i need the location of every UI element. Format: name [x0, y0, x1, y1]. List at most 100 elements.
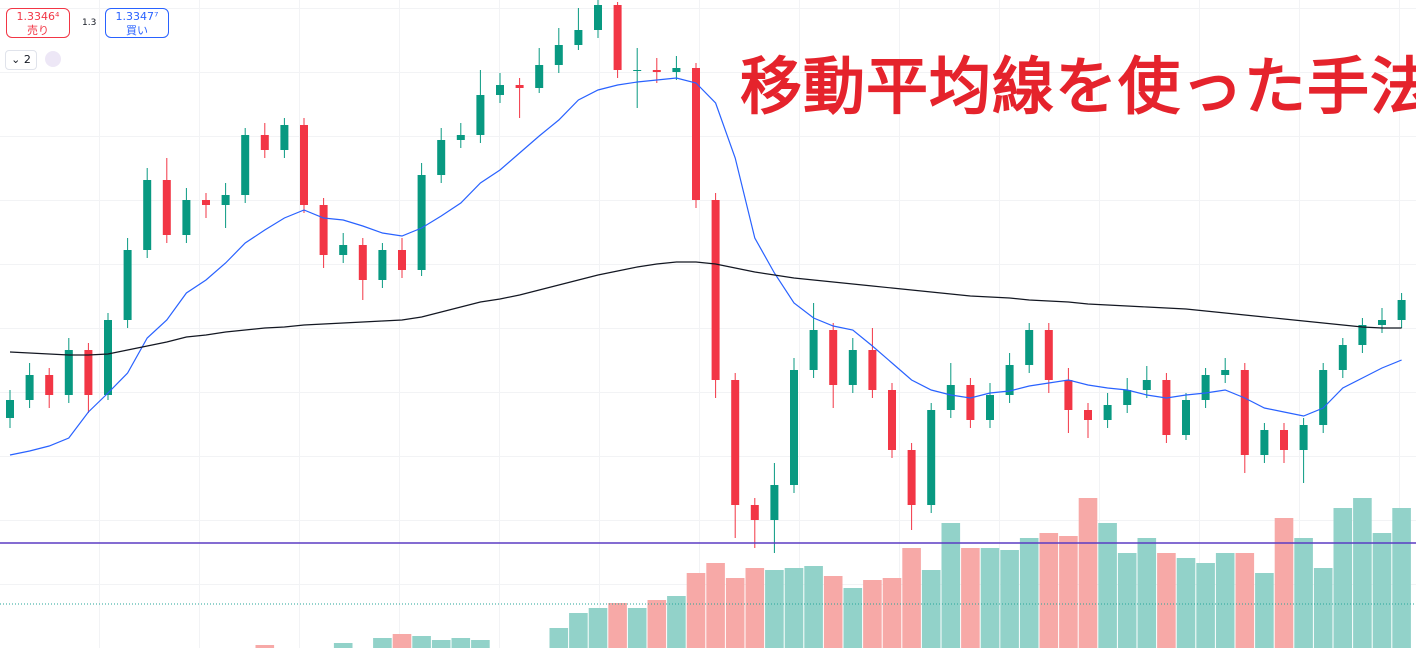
volume-bar — [980, 548, 1000, 648]
candle-body — [123, 250, 132, 320]
candle-body — [848, 350, 857, 385]
candle-body — [280, 125, 289, 150]
volume-bar — [431, 640, 451, 648]
candle-body — [1299, 425, 1308, 450]
candle-body — [1025, 330, 1034, 365]
volume-bar — [823, 576, 843, 648]
volume-bar — [1372, 533, 1392, 648]
candle-body — [319, 205, 328, 255]
sell-label: 売り — [27, 24, 49, 37]
candle-body — [1240, 370, 1249, 455]
candle-body — [260, 135, 269, 150]
candle-body — [731, 380, 740, 505]
candle-body — [1358, 325, 1367, 345]
volume-bar — [647, 600, 667, 648]
volume-bar — [1235, 553, 1255, 648]
volume-bar — [471, 640, 490, 648]
candle-body — [692, 68, 700, 200]
volume-bar — [1196, 563, 1215, 648]
volume-bar — [1255, 573, 1274, 648]
volume-bar — [1333, 508, 1353, 648]
candle-body — [868, 350, 877, 390]
volume-bar — [1078, 498, 1098, 648]
candle-body — [829, 330, 838, 385]
buy-button[interactable]: 1.3347⁷ 買い — [105, 8, 169, 38]
candle-body — [613, 5, 622, 70]
candle-body — [104, 320, 112, 395]
candle-body — [1084, 410, 1092, 420]
candle-body — [45, 375, 54, 395]
volume-bar — [941, 523, 961, 648]
volume-bar — [667, 596, 686, 648]
volume-bar — [1039, 533, 1059, 648]
volume-bar — [882, 578, 902, 648]
volume-bar — [373, 638, 392, 648]
volume-bar — [765, 570, 784, 648]
candle-body — [378, 250, 387, 280]
candle-body — [398, 250, 406, 270]
volume-bar — [451, 638, 471, 648]
volume-bar — [725, 578, 745, 648]
volume-bar — [1215, 553, 1235, 648]
volume-bar — [1098, 523, 1117, 648]
candle-body — [1162, 380, 1171, 435]
moving-average — [9, 261, 1402, 356]
candle-body — [535, 65, 544, 88]
candle-body — [1201, 375, 1210, 400]
candle-body — [1378, 320, 1386, 325]
volume-bar — [1294, 538, 1313, 648]
candle-body — [162, 180, 171, 235]
volume-bar — [569, 613, 588, 648]
volume-bar — [333, 643, 353, 648]
candle-body — [1319, 370, 1328, 425]
volume-bar — [921, 570, 941, 648]
candle-body — [515, 85, 524, 88]
candle-body — [437, 140, 446, 175]
candle-body — [809, 330, 818, 370]
volume-bar — [1000, 550, 1019, 648]
candle-body — [672, 68, 681, 72]
candle-body — [1123, 390, 1132, 405]
spread: 1.3 — [82, 18, 97, 28]
candle-body — [1397, 300, 1406, 320]
quantity[interactable]: ⌄ 2 — [5, 50, 37, 70]
volume-bar — [843, 588, 863, 648]
candle-body — [888, 390, 896, 450]
candle-body — [339, 245, 348, 255]
volume-bar — [902, 548, 921, 648]
volume-bar — [961, 548, 980, 648]
candle-body — [946, 385, 955, 410]
volume-bar — [1019, 538, 1039, 648]
candle-body — [6, 400, 14, 418]
volume-bar — [1157, 553, 1176, 648]
volume-bar — [392, 634, 412, 648]
candle-body — [1103, 405, 1112, 420]
volume-bar — [745, 568, 765, 648]
candle-body — [770, 485, 779, 520]
candle-body — [1005, 365, 1014, 395]
volume-bar — [608, 603, 627, 648]
moving-average — [9, 77, 1402, 456]
volume-bar — [804, 566, 823, 648]
volume-bar — [686, 573, 706, 648]
volume-bar — [1274, 518, 1294, 648]
volume-bar — [1059, 536, 1078, 648]
candle-body — [221, 195, 230, 205]
candle-body — [64, 350, 73, 395]
candle-body — [25, 375, 34, 400]
candle-body — [633, 70, 642, 71]
candle-body — [241, 135, 250, 195]
chart-title: 移動平均線を使った手法 — [740, 50, 1416, 123]
candle-body — [1221, 370, 1230, 375]
sell-button[interactable]: 1.3346⁴ 売り — [6, 8, 70, 38]
candle-body — [711, 200, 720, 380]
volume-bar — [588, 608, 608, 648]
volume-bar — [1176, 558, 1196, 648]
sync-icon[interactable] — [45, 51, 61, 67]
candle-body — [1064, 380, 1073, 410]
buy-price: 1.3347⁷ — [115, 10, 159, 23]
candle-body — [652, 70, 661, 72]
candle-body — [750, 505, 759, 520]
volume-bar — [706, 563, 725, 648]
candle-body — [966, 385, 975, 420]
